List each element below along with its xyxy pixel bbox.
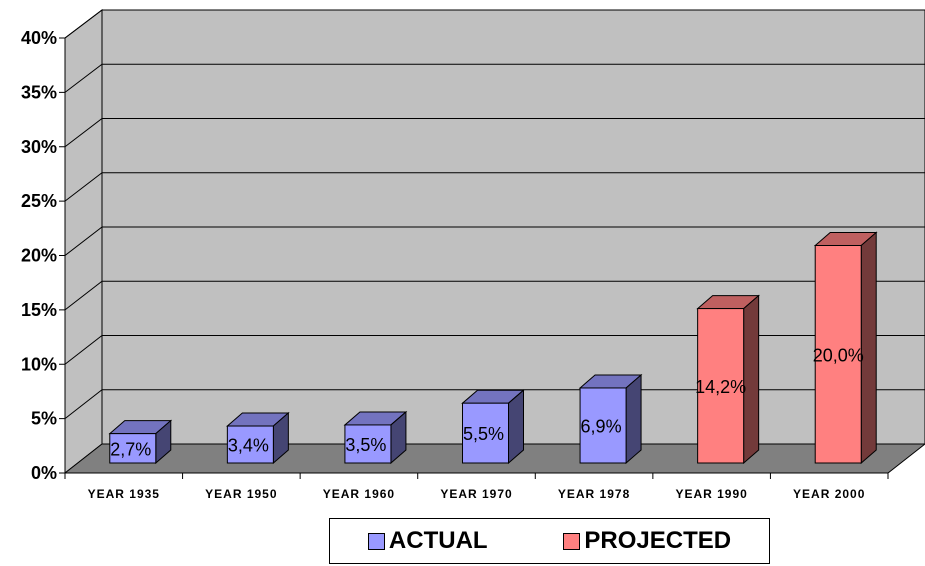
bar: [696, 294, 760, 465]
bar-front: [697, 308, 745, 464]
y-tick-label: 35%: [21, 82, 57, 102]
bar-front: [462, 402, 509, 464]
bar: [108, 419, 173, 465]
grid-line: [64, 63, 925, 93]
bar-front: [109, 433, 157, 464]
legend-label-projected: PROJECTED: [584, 527, 732, 554]
x-tick-label: YEAR 1960: [323, 487, 395, 501]
data-label: 3,4%: [228, 436, 269, 456]
bar-front: [579, 387, 627, 464]
data-label: 3,5%: [345, 435, 386, 455]
legend-label-actual: ACTUAL: [388, 527, 488, 554]
x-tick-label: YEAR 1935: [88, 487, 160, 501]
legend-item-actual: ACTUAL: [367, 527, 488, 555]
y-axis-ticks: 0% 5% 10% 15% 20% 25% 30% 35% 40%: [21, 28, 65, 483]
x-tick-label: YEAR 2000: [793, 487, 865, 501]
bar-front: [226, 425, 274, 464]
grid-line: [64, 9, 925, 39]
y-tick-label: 0%: [31, 463, 57, 483]
data-label: 14,2%: [695, 377, 746, 397]
x-axis-ticks: YEAR 1935 YEAR 1950 YEAR 1960 YEAR 1970 YEAR…: [64, 473, 889, 501]
data-label: 5,5%: [463, 424, 504, 444]
bar: [578, 373, 643, 465]
grid-line: [64, 335, 925, 365]
grid-line: [64, 118, 925, 148]
data-label: 20,0%: [813, 345, 864, 365]
y-tick-label: 40%: [21, 28, 57, 48]
legend: ACTUAL PROJECTED: [329, 518, 770, 564]
x-tick-label: YEAR 1978: [558, 487, 630, 501]
x-tick-label: YEAR 1970: [440, 487, 512, 501]
y-tick-label: 10%: [21, 354, 57, 374]
bar: [343, 410, 408, 465]
bars: 2,7% 3,4% 3,5% 5,5% 6,9% 14,2% 20,0%: [108, 231, 878, 465]
bar-front: [344, 424, 392, 464]
grid-line: [64, 226, 925, 256]
x-tick-label: YEAR 1950: [205, 487, 277, 501]
grid-line: [64, 280, 925, 311]
bar: [461, 389, 525, 465]
bar-front: [814, 245, 862, 464]
grid-lines: [64, 9, 925, 420]
bar-side: [625, 373, 642, 465]
bar: [813, 231, 878, 465]
y-tick-label: 20%: [21, 246, 57, 266]
grid-line: [64, 389, 925, 420]
grid-line: [64, 172, 925, 202]
bar-side: [508, 389, 524, 465]
y-tick-label: 15%: [21, 300, 57, 320]
legend-swatch-actual: [367, 532, 385, 550]
x-tick-label: YEAR 1990: [675, 487, 747, 501]
y-tick-label: 5%: [31, 409, 57, 429]
bar: [226, 411, 290, 465]
data-label: 2,7%: [110, 439, 151, 459]
legend-swatch-projected: [563, 532, 581, 550]
legend-item-projected: PROJECTED: [563, 527, 731, 555]
y-tick-label: 25%: [21, 191, 57, 211]
y-tick-label: 30%: [21, 137, 57, 157]
data-label: 6,9%: [581, 416, 622, 436]
